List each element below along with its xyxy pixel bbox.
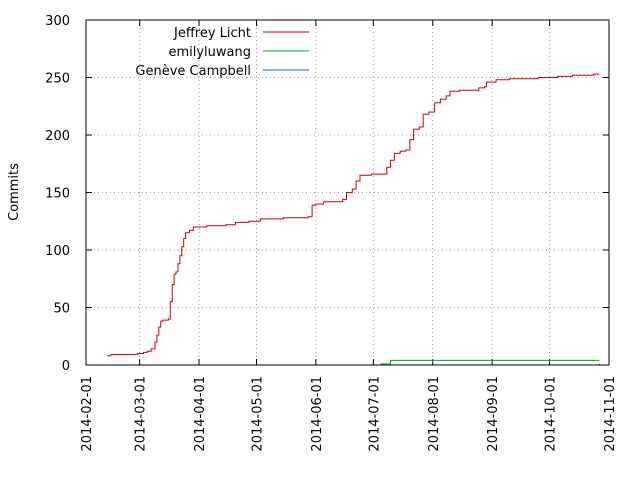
y-axis-ticks: 0 50 100 150 200 250 300 (45, 14, 609, 374)
y-tick-label: 300 (45, 14, 70, 29)
legend-label: emilyluwang (168, 45, 251, 60)
series-lines (107, 73, 600, 366)
series-line (107, 73, 600, 357)
x-tick-label: 2014-07-01 (367, 376, 382, 452)
x-tick-label: 2014-10-01 (544, 376, 559, 452)
plot-frame (85, 19, 610, 366)
y-tick-label: 100 (45, 244, 70, 259)
series-line (373, 359, 600, 366)
x-tick-label: 2014-03-01 (134, 376, 149, 452)
y-tick-label: 150 (45, 187, 70, 202)
y-tick-label: 200 (45, 129, 70, 144)
y-tick-label: 0 (62, 359, 70, 374)
x-tick-label: 2014-04-01 (193, 376, 208, 452)
x-axis-ticks: 2014-02-01 2014-03-01 2014-04-01 2014-05-01… (80, 20, 618, 452)
x-tick-label: 2014-02-01 (80, 376, 95, 452)
x-tick-label: 2014-09-01 (486, 376, 501, 452)
legend-label: Jeffrey Licht (173, 26, 251, 41)
legend-label: Genève Campbell (135, 64, 251, 79)
y-tick-label: 50 (53, 302, 70, 317)
x-tick-label: 2014-08-01 (427, 376, 442, 452)
x-tick-label: 2014-06-01 (310, 376, 325, 452)
grid-lines (86, 20, 609, 365)
y-tick-label: 250 (45, 72, 70, 87)
x-tick-label: 2014-05-01 (251, 376, 266, 452)
legend: Jeffrey Licht emilyluwang Genève Campbell (135, 26, 309, 79)
y-axis-label: Commits (7, 163, 22, 221)
x-tick-label: 2014-11-01 (603, 376, 618, 452)
